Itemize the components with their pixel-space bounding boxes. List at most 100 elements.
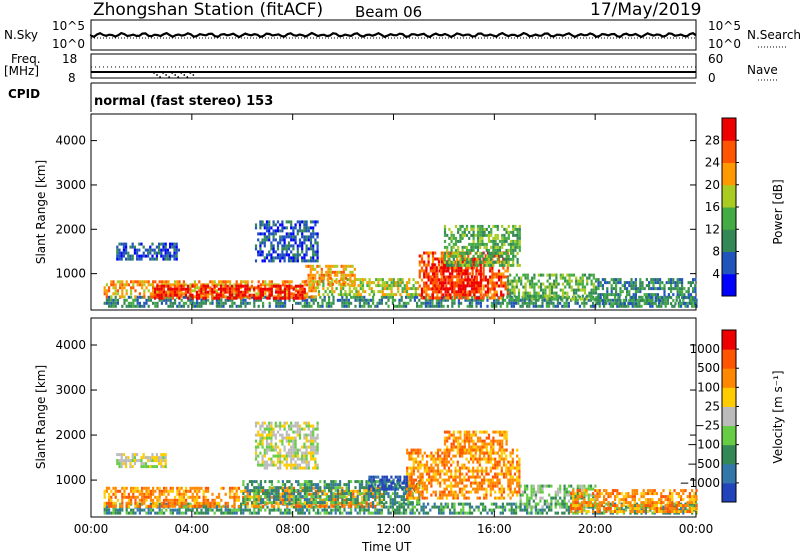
heatmap-cell <box>275 501 278 505</box>
heatmap-cell <box>427 293 430 297</box>
heatmap-cell <box>688 295 691 299</box>
heatmap-cell <box>147 495 150 499</box>
heatmap-cell <box>167 498 170 502</box>
heatmap-cell <box>524 291 527 295</box>
heatmap-cell <box>462 505 465 509</box>
heatmap-cell <box>462 257 465 261</box>
heatmap-cell <box>281 486 284 490</box>
heatmap-cell <box>568 282 571 286</box>
heatmap-cell <box>648 299 651 303</box>
heatmap-cell <box>354 495 357 499</box>
heatmap-cell <box>381 284 384 288</box>
heatmap-cell <box>634 290 637 294</box>
heatmap-cell <box>502 272 505 276</box>
heatmap-cell <box>518 239 521 243</box>
heatmap-cell <box>363 511 366 515</box>
heatmap-cell <box>268 489 271 493</box>
heatmap-cell <box>334 492 337 496</box>
heatmap-cell <box>468 502 471 506</box>
heatmap-cell <box>579 297 582 301</box>
heatmap-cell <box>167 304 170 308</box>
heatmap-cell <box>191 301 194 305</box>
heatmap-cell <box>452 260 455 264</box>
heatmap-cell <box>479 287 482 291</box>
heatmap-cell <box>244 304 247 308</box>
heatmap-cell <box>484 505 487 509</box>
heatmap-cell <box>259 244 262 248</box>
heatmap-cell <box>176 492 179 496</box>
heatmap-cell <box>262 492 265 496</box>
heatmap-cell <box>610 290 613 294</box>
heatmap-cell <box>301 495 304 499</box>
heatmap-cell <box>158 508 161 512</box>
heatmap-cell <box>290 226 293 230</box>
heatmap-cell <box>548 297 551 301</box>
heatmap-cell <box>341 492 344 496</box>
heatmap-cell <box>479 272 482 276</box>
heatmap-cell <box>127 301 130 305</box>
heatmap-cell <box>381 287 384 291</box>
heatmap-cell <box>311 273 315 277</box>
heatmap-cell <box>466 278 469 282</box>
heatmap-cell <box>539 508 542 512</box>
heatmap-cell <box>481 227 484 231</box>
heatmap-cell <box>332 498 335 502</box>
heatmap-cell <box>119 502 122 506</box>
heatmap-cell <box>141 495 144 499</box>
heatmap-cell <box>449 296 452 300</box>
heatmap-cell <box>608 302 611 306</box>
heatmap-cell <box>656 293 659 297</box>
heatmap-cell <box>178 498 181 502</box>
heatmap-cell <box>270 259 273 263</box>
heatmap-cell <box>328 505 331 509</box>
heatmap-cell <box>451 505 454 509</box>
heatmap-cell <box>510 295 513 299</box>
heatmap-cell <box>452 245 455 249</box>
heatmap-cell <box>502 275 505 279</box>
heatmap-cell <box>279 238 282 242</box>
heatmap-cell <box>398 495 401 499</box>
heatmap-cell <box>147 289 150 293</box>
heatmap-cell <box>268 283 271 287</box>
heatmap-cell <box>457 230 460 234</box>
heatmap-cell <box>264 489 267 493</box>
heatmap-cell <box>339 483 342 487</box>
heatmap-cell <box>583 285 587 289</box>
heatmap-cell <box>470 233 473 237</box>
heatmap-cell <box>663 287 666 291</box>
heatmap-cell <box>228 287 231 291</box>
heatmap-cell <box>105 501 108 505</box>
heatmap-cell <box>127 501 130 505</box>
heatmap-cell <box>663 302 666 306</box>
heatmap-cell <box>322 284 325 288</box>
heatmap-cell <box>155 254 158 258</box>
heatmap-cell <box>448 275 452 279</box>
heatmap-cell <box>251 286 254 290</box>
heatmap-cell <box>136 501 139 505</box>
heatmap-cell <box>202 292 205 296</box>
station-title: Zhongshan Station (fitACF) <box>93 0 324 20</box>
heatmap-cell <box>454 239 458 243</box>
heatmap-cell <box>446 298 449 302</box>
heatmap-cell <box>416 293 420 297</box>
heatmap-cell <box>353 267 356 271</box>
heatmap-cell <box>297 480 300 484</box>
heatmap-cell <box>336 483 339 487</box>
heatmap-cell <box>220 293 223 297</box>
heatmap-cell <box>218 504 221 508</box>
heatmap-cell <box>533 273 536 277</box>
heatmap-cell <box>444 266 447 270</box>
heatmap-cell <box>632 299 635 303</box>
heatmap-cell <box>142 245 145 249</box>
heatmap-cell <box>461 236 464 240</box>
heatmap-cell <box>361 483 364 487</box>
heatmap-cell <box>542 291 545 295</box>
heatmap-cell <box>641 281 644 285</box>
heatmap-cell <box>251 489 254 493</box>
heatmap-cell <box>266 492 269 496</box>
heatmap-cell <box>251 480 254 484</box>
heatmap-cell <box>634 287 637 291</box>
heatmap-cell <box>670 287 673 291</box>
heatmap-cell <box>437 290 441 294</box>
heatmap-cell <box>504 287 507 291</box>
